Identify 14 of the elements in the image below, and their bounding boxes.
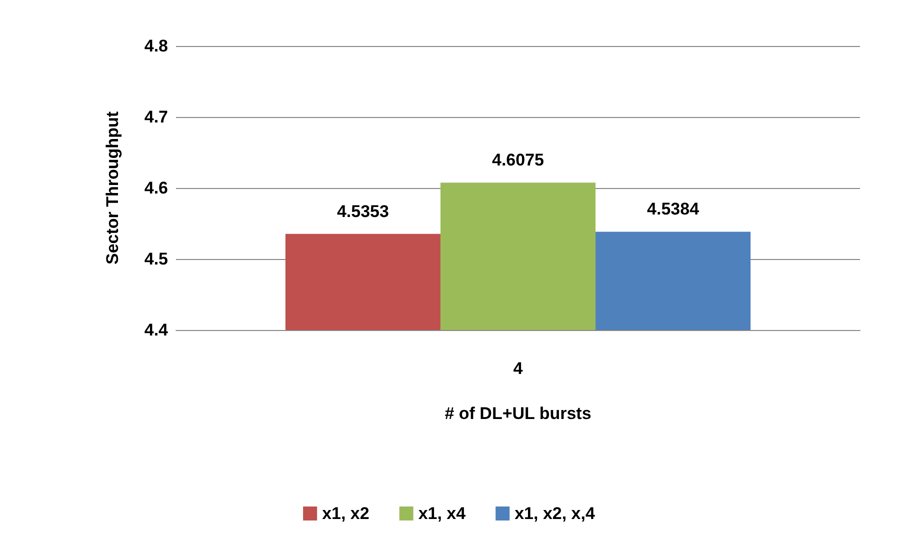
y-axis-title: Sector Throughput <box>103 111 122 264</box>
y-tick-label: 4.5 <box>144 250 168 268</box>
y-tick-label: 4.6 <box>144 178 168 198</box>
data-label: 4.5384 <box>647 200 700 219</box>
x-tick-label: 4 <box>513 359 524 378</box>
y-tick-label: 4.7 <box>144 108 168 126</box>
y-tick-label: 4.8 <box>144 36 168 56</box>
legend-label: x1, x2, x,4 <box>514 504 596 523</box>
legend-label: x1, x4 <box>418 504 466 523</box>
data-label: 4.6075 <box>492 150 544 170</box>
y-tick-label: 4.4 <box>144 320 169 340</box>
x-axis-title: # of DL+UL bursts <box>444 404 592 423</box>
legend-label: x1, x2 <box>322 504 370 523</box>
data-label: 4.5353 <box>336 202 389 221</box>
